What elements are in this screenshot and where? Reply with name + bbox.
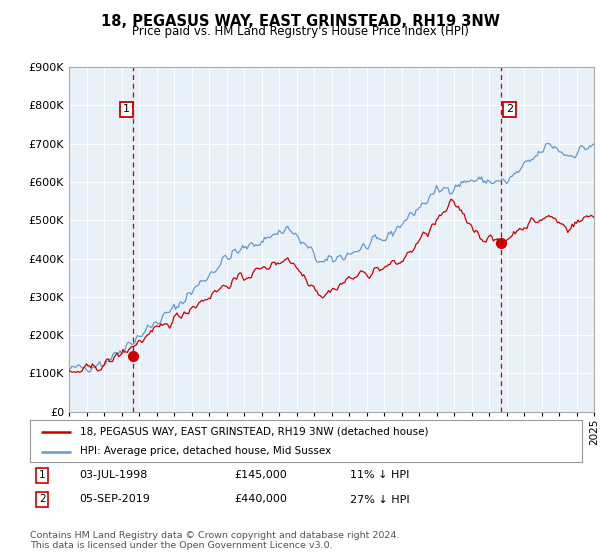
Text: £145,000: £145,000 — [234, 470, 287, 480]
Text: Contains HM Land Registry data © Crown copyright and database right 2024.
This d: Contains HM Land Registry data © Crown c… — [30, 531, 400, 550]
Text: 05-SEP-2019: 05-SEP-2019 — [80, 494, 151, 505]
Text: 18, PEGASUS WAY, EAST GRINSTEAD, RH19 3NW (detached house): 18, PEGASUS WAY, EAST GRINSTEAD, RH19 3N… — [80, 427, 428, 437]
Text: 11% ↓ HPI: 11% ↓ HPI — [350, 470, 410, 480]
Text: 1: 1 — [39, 470, 46, 480]
Text: Price paid vs. HM Land Registry's House Price Index (HPI): Price paid vs. HM Land Registry's House … — [131, 25, 469, 38]
Text: 2: 2 — [39, 494, 46, 505]
Text: 03-JUL-1998: 03-JUL-1998 — [80, 470, 148, 480]
Text: 2: 2 — [506, 104, 513, 114]
Text: 27% ↓ HPI: 27% ↓ HPI — [350, 494, 410, 505]
Text: HPI: Average price, detached house, Mid Sussex: HPI: Average price, detached house, Mid … — [80, 446, 331, 456]
Text: £440,000: £440,000 — [234, 494, 287, 505]
Text: 1: 1 — [123, 104, 130, 114]
Text: 18, PEGASUS WAY, EAST GRINSTEAD, RH19 3NW: 18, PEGASUS WAY, EAST GRINSTEAD, RH19 3N… — [101, 14, 499, 29]
